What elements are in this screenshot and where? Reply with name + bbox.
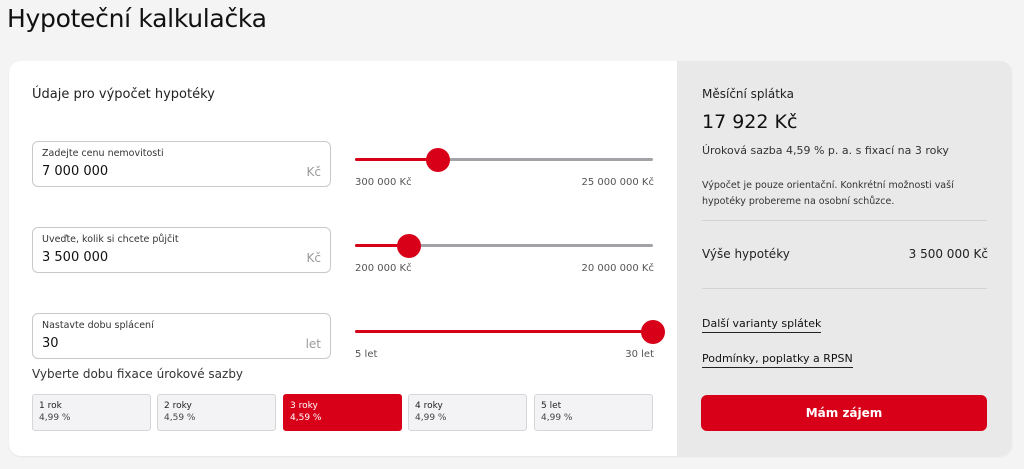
property-price-label: Zadejte cenu nemovitosti bbox=[42, 148, 164, 159]
repayment-term-min: 5 let bbox=[355, 349, 378, 360]
divider bbox=[702, 288, 987, 289]
slider-track bbox=[355, 244, 653, 247]
disclaimer-note: Výpočet je pouze orientační. Konkrétní m… bbox=[702, 180, 954, 207]
monthly-payment-title: Měsíční splátka bbox=[702, 87, 795, 101]
divider bbox=[702, 220, 987, 221]
interest-rate-text: Úroková sazba 4,59 % p. a. s fixací na 3… bbox=[702, 144, 949, 157]
terms-fees-rpsn-link[interactable]: Podmínky, poplatky a RPSN bbox=[702, 352, 853, 368]
fixation-option-2-roky[interactable]: 2 roky 4,59 % bbox=[157, 394, 276, 431]
slider-fill bbox=[355, 330, 653, 333]
mortgage-amount-label: Výše hypotéky bbox=[702, 247, 790, 261]
interest-button[interactable]: Mám zájem bbox=[701, 395, 987, 431]
property-price-max: 25 000 000 Kč bbox=[581, 177, 655, 188]
repayment-term-input[interactable] bbox=[42, 336, 272, 351]
loan-amount-input[interactable] bbox=[42, 250, 272, 265]
repayment-term-field[interactable]: Nastavte dobu splácení let bbox=[32, 313, 331, 359]
property-price-slider[interactable] bbox=[355, 147, 653, 172]
fixation-option-rate: 4,99 % bbox=[39, 413, 71, 423]
fixation-option-rate: 4,99 % bbox=[415, 413, 447, 423]
repayment-term-slider[interactable] bbox=[355, 319, 665, 344]
fixation-option-4-roky[interactable]: 4 roky 4,99 % bbox=[408, 394, 527, 431]
repayment-term-unit: let bbox=[305, 337, 321, 351]
fixation-option-label: 3 roky bbox=[290, 401, 318, 411]
slider-thumb[interactable] bbox=[641, 320, 665, 344]
page-title: Hypoteční kalkulačka bbox=[7, 4, 267, 33]
more-payment-variants-link[interactable]: Další varianty splátek bbox=[702, 317, 822, 333]
property-price-unit: Kč bbox=[306, 165, 321, 179]
result-panel: Měsíční splátka 17 922 Kč Úroková sazba … bbox=[677, 61, 1012, 456]
mortgage-amount-value: 3 500 000 Kč bbox=[908, 247, 988, 261]
property-price-min: 300 000 Kč bbox=[355, 177, 412, 188]
slider-track bbox=[355, 158, 653, 161]
monthly-payment-amount: 17 922 Kč bbox=[702, 111, 798, 133]
fixation-option-rate: 4,59 % bbox=[164, 413, 196, 423]
repayment-term-max: 30 let bbox=[625, 349, 654, 360]
fixation-option-label: 1 rok bbox=[39, 401, 62, 411]
fixation-option-rate: 4,59 % bbox=[290, 413, 322, 423]
fixation-option-rate: 4,99 % bbox=[541, 413, 573, 423]
fixation-option-label: 5 let bbox=[541, 401, 562, 411]
loan-amount-label: Uveďte, kolik si chcete půjčit bbox=[42, 234, 179, 245]
repayment-term-label: Nastavte dobu splácení bbox=[42, 320, 154, 331]
form-title: Údaje pro výpočet hypotéky bbox=[32, 87, 215, 102]
slider-fill bbox=[355, 244, 409, 247]
property-price-field[interactable]: Zadejte cenu nemovitosti Kč bbox=[32, 141, 331, 187]
fixation-option-label: 4 roky bbox=[415, 401, 443, 411]
slider-thumb[interactable] bbox=[396, 234, 421, 258]
loan-amount-slider[interactable] bbox=[355, 233, 653, 258]
fixation-option-3-roky[interactable]: 3 roky 4,59 % bbox=[283, 394, 402, 431]
loan-amount-unit: Kč bbox=[306, 251, 321, 265]
fixation-option-1-rok[interactable]: 1 rok 4,99 % bbox=[32, 394, 151, 431]
loan-amount-field[interactable]: Uveďte, kolik si chcete půjčit Kč bbox=[32, 227, 331, 273]
fixation-title: Vyberte dobu fixace úrokové sazby bbox=[32, 367, 244, 381]
loan-amount-max: 20 000 000 Kč bbox=[581, 263, 655, 274]
slider-thumb[interactable] bbox=[426, 148, 451, 172]
property-price-input[interactable] bbox=[42, 164, 272, 179]
slider-fill bbox=[355, 158, 439, 161]
fixation-option-5-let[interactable]: 5 let 4,99 % bbox=[534, 394, 653, 431]
fixation-option-label: 2 roky bbox=[164, 401, 192, 411]
loan-amount-min: 200 000 Kč bbox=[355, 263, 412, 274]
calculator-card: Údaje pro výpočet hypotéky Zadejte cenu … bbox=[9, 61, 1012, 456]
